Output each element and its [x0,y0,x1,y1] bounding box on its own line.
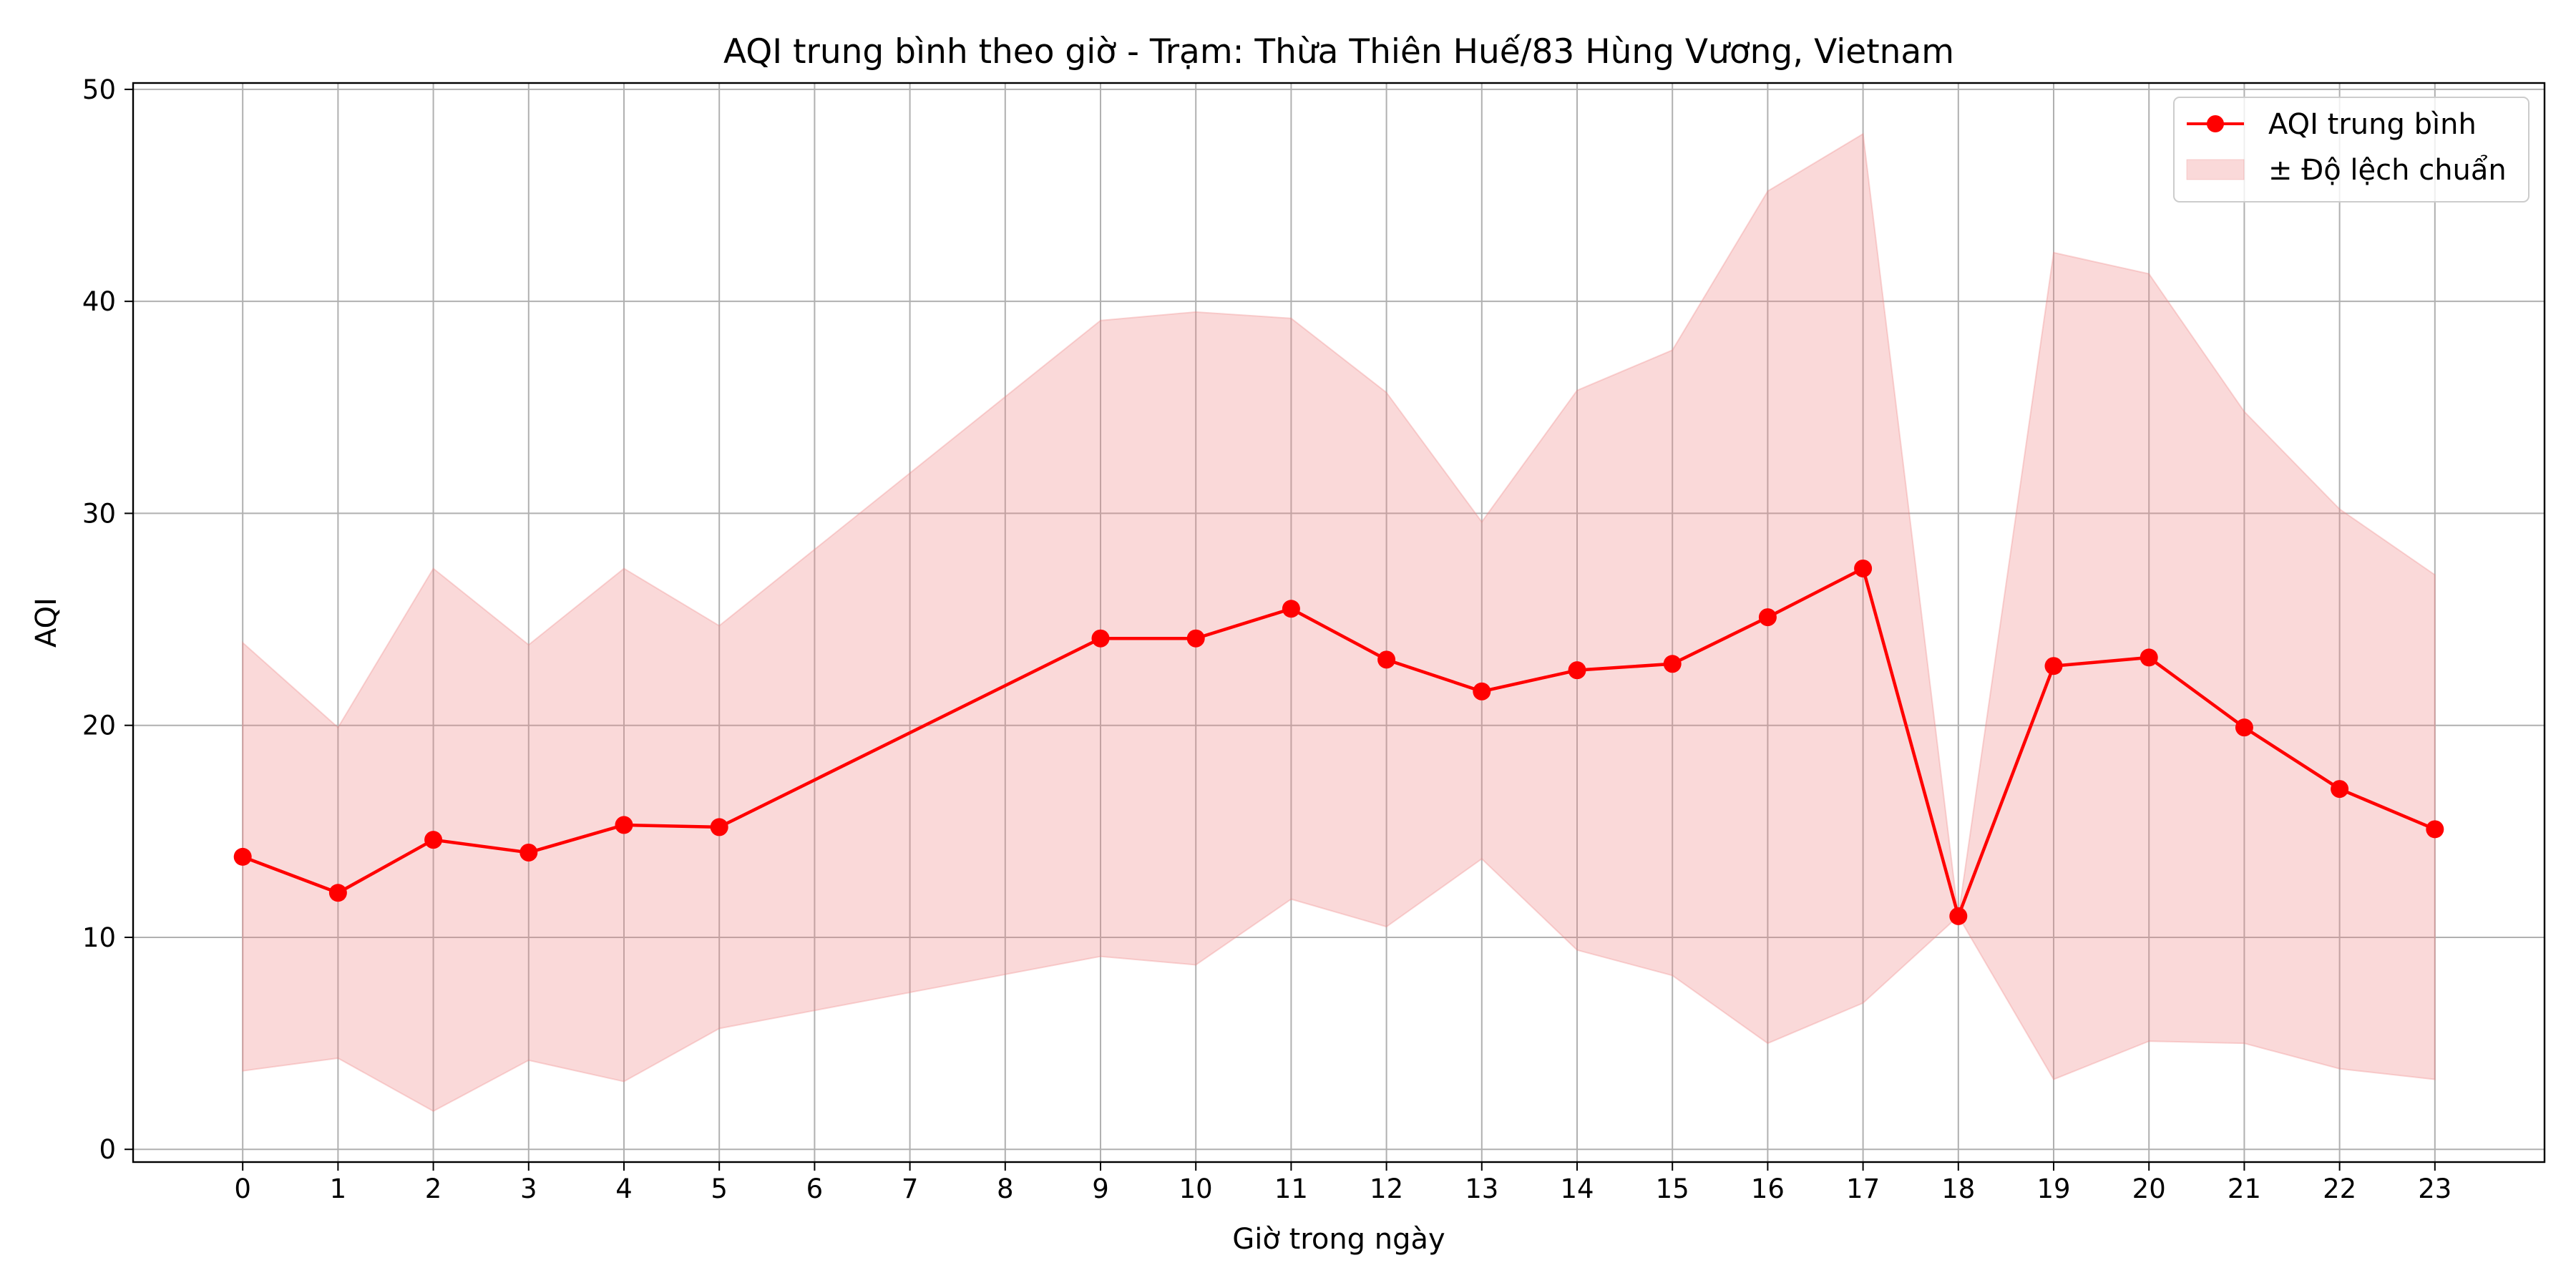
legend-label-mean: AQI trung bình [2268,108,2477,141]
data-point [424,831,443,849]
x-tick-label: 4 [615,1174,633,1204]
std-band [242,132,2436,1113]
x-tick-label: 10 [1179,1174,1213,1204]
grid-lines [133,83,2545,1162]
std-band-layer [242,132,2436,1113]
y-tick-label: 0 [99,1134,116,1165]
legend: AQI trung bình ± Độ lệch chuẩn [2173,97,2529,203]
data-point [328,884,347,902]
data-point [1473,682,1491,701]
y-tick-label: 50 [82,74,116,105]
x-tick-label: 9 [1092,1174,1109,1204]
data-point [1854,559,1873,577]
legend-marker-swatch [2207,115,2224,132]
data-point [615,816,633,834]
x-tick-label: 11 [1274,1174,1308,1204]
x-tick-label: 3 [520,1174,537,1204]
x-tick-label: 16 [1751,1174,1785,1204]
legend-band-swatch [2186,159,2245,180]
data-point [2331,780,2349,799]
data-point [2235,718,2253,737]
y-axis-ticks: 0 10 20 30 40 50 [82,74,133,1165]
data-point [233,847,252,866]
x-tick-label: 0 [234,1174,251,1204]
x-tick-label: 8 [997,1174,1014,1204]
data-point [1949,907,1968,925]
x-tick-label: 7 [902,1174,919,1204]
x-tick-label: 18 [1941,1174,1975,1204]
x-tick-label: 13 [1465,1174,1498,1204]
x-tick-label: 19 [2036,1174,2070,1204]
x-tick-label: 21 [2228,1174,2261,1204]
x-tick-label: 23 [2418,1174,2451,1204]
x-tick-label: 14 [1560,1174,1594,1204]
x-tick-label: 15 [1656,1174,1689,1204]
data-points [233,559,2444,925]
data-point [1377,650,1396,669]
y-tick-label: 40 [82,286,116,317]
data-point [519,843,538,862]
y-tick-label: 20 [82,711,116,741]
x-tick-label: 1 [330,1174,347,1204]
x-tick-label: 22 [2323,1174,2356,1204]
y-tick-label: 30 [82,498,116,529]
x-tick-label: 20 [2132,1174,2166,1204]
y-axis-label: AQI [30,597,63,648]
legend-box [2173,97,2529,203]
data-point [1282,600,1300,618]
plot-frame [132,82,2546,1163]
x-axis-ticks: 0 1 2 3 4 5 6 7 8 9 10 11 12 13 14 15 16 17 18 19 20 21 22 23 [234,1162,2451,1204]
data-point [1186,629,1205,648]
data-point [1758,608,1777,627]
legend-label-std: ± Độ lệch chuẩn [2268,154,2507,187]
data-point [2426,820,2444,839]
data-point [1663,655,1682,673]
x-tick-label: 5 [711,1174,728,1204]
data-point [2140,648,2158,667]
y-tick-label: 10 [82,922,116,953]
x-tick-label: 17 [1846,1174,1880,1204]
data-point [2044,657,2063,675]
x-axis-label: Giờ trong ngày [1232,1223,1445,1256]
data-point [710,818,728,836]
data-point [1091,629,1110,648]
x-tick-label: 6 [806,1174,824,1204]
data-point [1568,661,1586,680]
x-tick-label: 2 [425,1174,442,1204]
x-tick-label: 12 [1370,1174,1403,1204]
chart-title: AQI trung bình theo giờ - Trạm: Thừa Thi… [723,32,1954,72]
